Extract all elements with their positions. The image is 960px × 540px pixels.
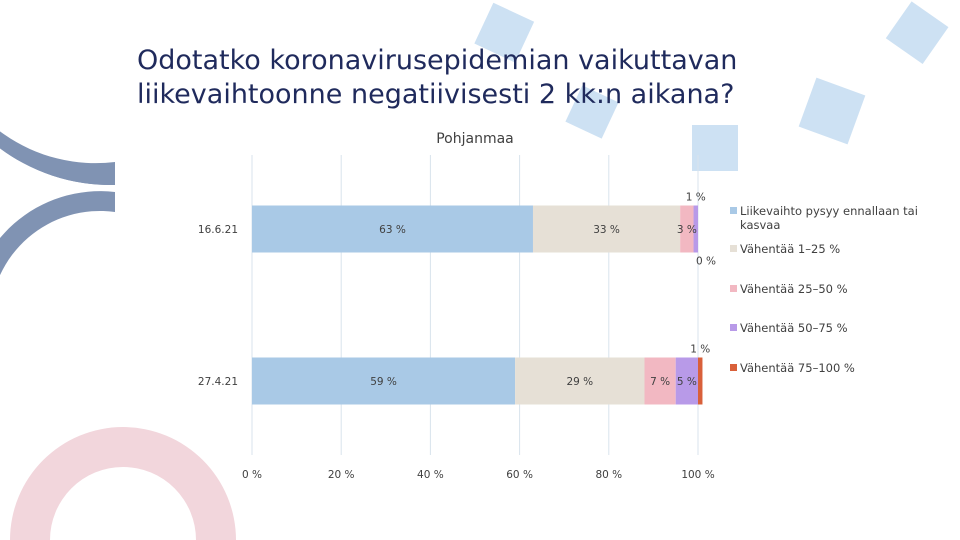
bar-segment (515, 357, 645, 405)
legend-label: Vähentää 50–75 % (740, 321, 848, 335)
confetti-squares (474, 1, 949, 171)
value-label: 59 % (370, 376, 397, 388)
legend-swatch (730, 364, 737, 371)
legend-label: Vähentää 1–25 % (740, 242, 841, 256)
chart-title: Pohjanmaa (436, 131, 514, 147)
value-label: 0 % (696, 256, 716, 268)
grid-lines (251, 155, 699, 455)
category-label: 27.4.21 (198, 376, 238, 388)
bar-segment (252, 205, 533, 253)
slide-title: Odotatko koronavirusepidemian vaikuttava… (137, 45, 738, 110)
x-tick-label: 40 % (417, 469, 444, 481)
legend-item: Vähentää 1–25 % (730, 242, 930, 256)
value-label: 7 % (650, 376, 670, 388)
top-arc-decoration (0, 131, 115, 186)
value-label: 5 % (677, 376, 697, 388)
bar-segment (698, 357, 703, 405)
x-tick-label: 80 % (595, 469, 622, 481)
value-label: 33 % (593, 224, 620, 236)
x-tick-label: 0 % (242, 469, 262, 481)
data-labels: 63 % 33 % 3 % 1 % 0 % 59 % 29 % 7 % 5 % 1 % (370, 192, 716, 389)
legend-swatch (730, 245, 737, 252)
bar-segments (252, 205, 703, 405)
legend-label: Vähentää 75–100 % (740, 361, 855, 375)
x-tick-label: 100 % (681, 469, 714, 481)
legend-swatch (730, 324, 737, 331)
bar-segment (693, 205, 698, 253)
x-tick-label: 20 % (328, 469, 355, 481)
bar-segment (680, 205, 694, 253)
legend-item: Vähentää 50–75 % (730, 321, 930, 335)
bar-segment (675, 357, 698, 405)
legend-item: Vähentää 75–100 % (730, 361, 930, 375)
legend-label: Vähentää 25–50 % (740, 282, 848, 296)
legend-item: Vähentää 25–50 % (730, 282, 930, 296)
middle-arc-decoration (0, 191, 115, 276)
value-label: 29 % (566, 376, 593, 388)
bar-segment (252, 357, 516, 405)
legend-swatch (730, 207, 737, 214)
bar-segment (644, 357, 676, 405)
legend-item: Liikevaihto pysyy ennallaan tai kasvaa (730, 204, 930, 232)
value-label: 1 % (690, 344, 710, 356)
bottom-ring-decoration (10, 427, 236, 540)
bar-segment (532, 205, 681, 253)
value-label: 3 % (677, 224, 697, 236)
value-label: 1 % (686, 192, 706, 204)
legend-swatch (730, 285, 737, 292)
value-label: 63 % (379, 224, 406, 236)
legend-label: Liikevaihto pysyy ennallaan tai kasvaa (740, 204, 918, 232)
axis-labels: 0 % 20 % 40 % 60 % 80 % 100 % 16.6.21 27.4.21 (198, 224, 715, 481)
x-tick-label: 60 % (506, 469, 533, 481)
category-label: 16.6.21 (198, 224, 238, 236)
